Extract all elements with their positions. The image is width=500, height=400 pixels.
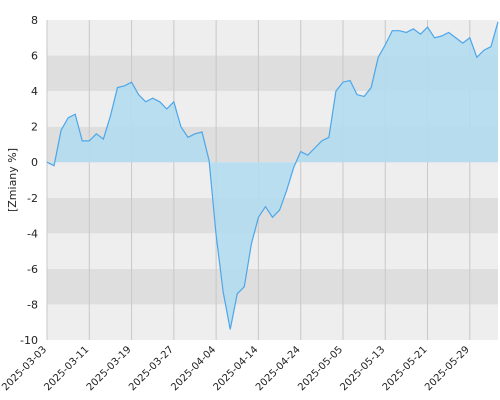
y-tick-label: -8	[27, 298, 38, 311]
series-line	[46, 21, 499, 330]
y-axis-label: [Zmiany %]	[6, 148, 19, 212]
y-tick-label: -2	[27, 192, 38, 205]
y-tick-label: -10	[20, 334, 38, 347]
grid-band	[47, 304, 498, 340]
y-tick-label: -4	[27, 227, 38, 240]
y-tick-label: -6	[27, 263, 38, 276]
y-tick-label: 8	[31, 14, 38, 27]
area-layer	[46, 21, 499, 330]
y-tick-label: 2	[31, 121, 38, 134]
x-axis-ticks: 2025-03-032025-03-112025-03-192025-03-27…	[0, 344, 472, 393]
series-area	[47, 21, 498, 330]
y-tick-label: 0	[31, 156, 38, 169]
y-axis-ticks: -10 -8 -6 -4 -2 0 2 4 6 8	[20, 14, 38, 347]
grid-band	[47, 268, 498, 305]
grid-band	[47, 233, 498, 269]
y-tick-label: 6	[31, 50, 38, 63]
x-tick-label: 2025-05-29	[423, 344, 472, 393]
y-tick-label: 4	[31, 85, 38, 98]
